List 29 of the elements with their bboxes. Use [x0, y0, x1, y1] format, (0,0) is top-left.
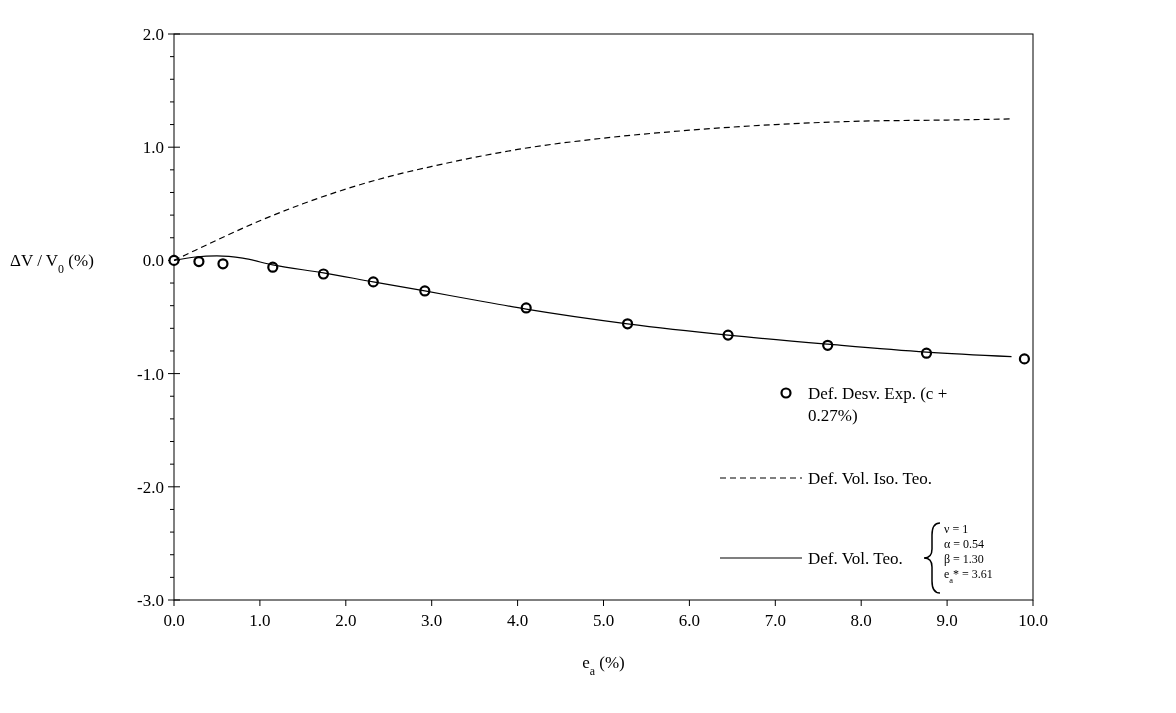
legend-label: Def. Desv. Exp. (c + 0.27%): [808, 384, 948, 425]
x-tick-label: 1.0: [249, 611, 271, 630]
x-tick-label: 10.0: [1018, 611, 1048, 630]
annotation: β = 1.30: [944, 552, 984, 566]
x-tick-label: 9.0: [936, 611, 958, 630]
legend-label: Def. Vol. Iso. Teo.: [808, 469, 932, 488]
x-tick-label: 5.0: [592, 611, 615, 630]
y-axis-title: ΔV / V$_{0}$ (%): [10, 251, 94, 277]
y-tick-label: 1.0: [142, 138, 164, 158]
x-tick-label: 0.0: [163, 611, 185, 630]
annotation: α = 0.54: [944, 537, 985, 551]
x-tick-label: 2.0: [335, 611, 357, 630]
x-tick-label: 6.0: [678, 611, 701, 630]
x-tick-label: 7.0: [764, 611, 786, 630]
y-tick-label: -2.0: [137, 477, 164, 497]
point: [193, 255, 205, 268]
x-tick-label: 4.0: [506, 611, 529, 630]
y-tick-label: -3.0: [137, 591, 164, 610]
y-tick-label: 2.0: [142, 25, 164, 44]
x-tick-label: 3.0: [421, 611, 443, 630]
y-tick-label: 0.0: [142, 251, 164, 271]
x-tick-label: 8.0: [850, 611, 872, 630]
legend-label: Def. Vol. Teo.: [808, 549, 903, 568]
point: [1018, 353, 1031, 365]
x-axis-title: e$_{a}$ (%): [582, 653, 625, 678]
point: [217, 258, 229, 270]
annotation: e$_{a}$* = 3.61: [944, 567, 993, 585]
annotation: ν = 1: [944, 522, 969, 536]
y-tick-label: -1.0: [137, 364, 164, 384]
